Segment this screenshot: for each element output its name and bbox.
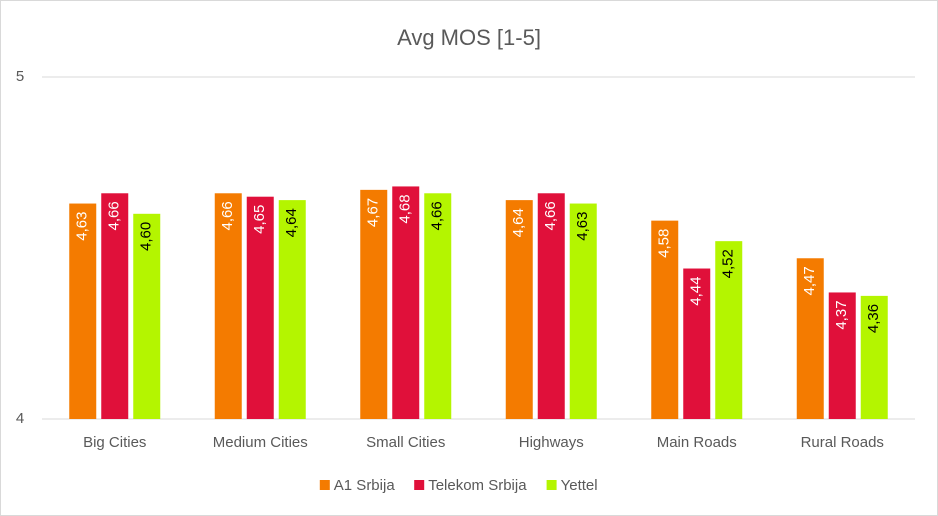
bar [569, 203, 597, 419]
x-tick-label: Big Cities [83, 434, 146, 451]
value-label: 4,66 [542, 201, 559, 230]
bar [133, 213, 161, 419]
bar [392, 186, 420, 419]
y-tick-label: 4 [16, 410, 24, 427]
x-tick-label: Main Roads [657, 434, 737, 451]
bar [860, 295, 888, 419]
value-label: 4,47 [801, 266, 818, 295]
value-label: 4,67 [365, 198, 382, 227]
bar [828, 292, 856, 419]
value-label: 4,58 [656, 229, 673, 258]
value-label: 4,44 [688, 277, 705, 306]
value-label: 4,63 [574, 212, 591, 241]
bar [214, 193, 242, 419]
chart-title: Avg MOS [1-5] [397, 25, 541, 50]
bar [651, 220, 679, 419]
value-label: 4,63 [74, 212, 91, 241]
value-label: 4,36 [865, 304, 882, 333]
bar [101, 193, 129, 419]
value-label: 4,66 [106, 201, 123, 230]
bar [278, 200, 306, 419]
bar [69, 203, 97, 419]
y-tick-label: 5 [16, 68, 24, 85]
bar [537, 193, 565, 419]
bar [796, 258, 824, 419]
x-tick-label: Medium Cities [213, 434, 308, 451]
value-label: 4,60 [138, 222, 155, 251]
value-label: 4,66 [219, 201, 236, 230]
value-label: 4,68 [397, 194, 414, 223]
legend-swatch [319, 480, 330, 490]
x-tick-label: Highways [519, 434, 584, 451]
bar [715, 241, 743, 419]
value-label: 4,37 [833, 300, 850, 329]
value-label: 4,64 [283, 208, 300, 237]
legend-swatch [546, 480, 557, 490]
value-label: 4,52 [720, 249, 737, 278]
bar [683, 268, 711, 419]
x-tick-label: Small Cities [366, 434, 445, 451]
bar [505, 200, 533, 419]
legend-label: Telekom Srbija [428, 477, 527, 494]
value-label: 4,64 [510, 208, 527, 237]
bar [360, 189, 388, 419]
legend-label: A1 Srbija [334, 477, 396, 494]
legend-label: Yettel [561, 477, 598, 494]
legend-swatch [414, 480, 425, 490]
bar [424, 193, 452, 419]
x-tick-label: Rural Roads [801, 434, 884, 451]
value-label: 4,65 [251, 205, 268, 234]
value-label: 4,66 [429, 201, 446, 230]
bar [246, 196, 274, 419]
